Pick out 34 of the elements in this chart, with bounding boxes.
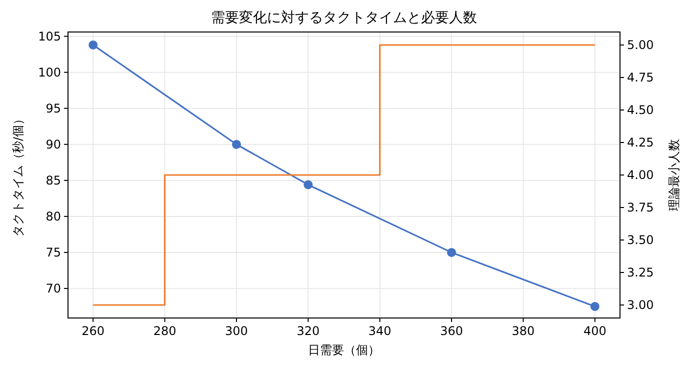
y-axis-title: タクトタイム（秒/個） (11, 112, 25, 238)
x-tick-label: 260 (82, 324, 105, 338)
y-tick-label: 75 (46, 245, 61, 260)
x-axis-title: 日需要（個） (308, 343, 380, 357)
x-tick-label: 300 (225, 324, 248, 338)
y2-tick-label: 3.00 (627, 298, 654, 312)
point (88, 40, 98, 50)
y2-tick-label: 4.50 (627, 103, 654, 117)
y2-tick-label: 5.00 (627, 38, 654, 52)
y2-tick-label: 3.50 (627, 233, 654, 247)
y-tick-label: 90 (46, 137, 61, 152)
y-tick-label: 105 (38, 29, 61, 44)
y2-tick-label: 4.75 (627, 70, 654, 84)
x-tick-label: 280 (153, 324, 176, 338)
y2-tick-label: 4.00 (627, 168, 654, 182)
x-tick-label: 320 (296, 324, 320, 338)
y2-tick-label: 4.25 (627, 136, 654, 150)
point (447, 248, 456, 257)
x-tick-label: 340 (368, 324, 392, 338)
y-tick-label: 95 (46, 101, 61, 116)
y-tick-label: 70 (46, 281, 61, 296)
x-tick-label: 360 (440, 324, 463, 338)
point (590, 302, 600, 311)
point (232, 140, 241, 149)
x-tick-label: 380 (512, 324, 535, 338)
y2-tick-label: 3.75 (627, 200, 654, 214)
y-tick-label: 85 (46, 173, 61, 188)
y-tick-label: 80 (46, 209, 61, 224)
y2-tick-label: 3.25 (627, 266, 654, 280)
y2-axis-title: 理論最小人数 (667, 139, 681, 211)
point (304, 180, 313, 190)
chart-title: 需要変化に対するタクトタイムと必要人数 (211, 10, 477, 26)
x-tick-label: 400 (583, 324, 606, 338)
y-tick-label: 100 (38, 65, 61, 80)
